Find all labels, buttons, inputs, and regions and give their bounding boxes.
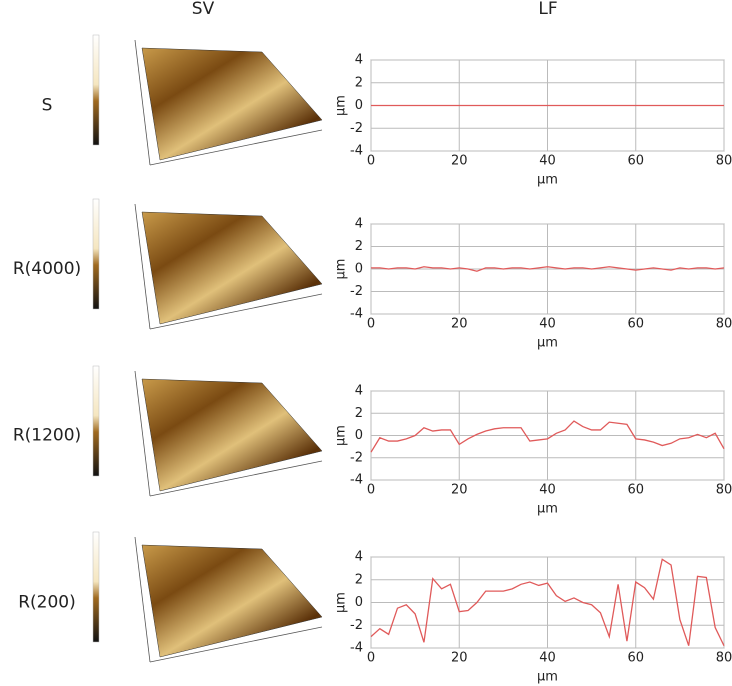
y-axis-label: μm — [334, 425, 349, 446]
color-bar — [92, 198, 100, 310]
color-bar — [92, 365, 100, 477]
x-tick-label: 40 — [539, 651, 556, 666]
x-axis-label: μm — [537, 173, 558, 188]
afm-axis — [149, 626, 323, 663]
column-title: SV — [192, 0, 215, 19]
x-tick-label: 20 — [451, 154, 468, 169]
y-tick-label: 4 — [355, 217, 363, 232]
afm-axis — [149, 293, 323, 330]
x-tick-label: 0 — [367, 154, 375, 169]
y-tick-label: -2 — [350, 618, 363, 633]
y-tick-label: 2 — [355, 239, 363, 254]
row-label: S — [42, 96, 53, 116]
afm-surface — [141, 544, 323, 658]
y-tick-label: -2 — [350, 284, 363, 299]
row-label: R(200) — [18, 593, 76, 613]
y-tick-label: 4 — [355, 53, 363, 68]
afm-axis — [134, 203, 151, 330]
x-tick-label: 80 — [716, 154, 732, 169]
afm-axis — [149, 129, 323, 166]
y-tick-label: -4 — [350, 307, 363, 322]
afm-surface — [141, 378, 323, 492]
y-tick-label: 2 — [355, 75, 363, 90]
x-axis-label: μm — [537, 336, 558, 351]
y-tick-label: -4 — [350, 144, 363, 159]
afm-axis — [149, 460, 323, 497]
x-tick-label: 80 — [716, 483, 732, 498]
y-axis-label: μm — [334, 95, 349, 116]
y-tick-label: 4 — [355, 550, 363, 565]
x-tick-label: 40 — [539, 317, 556, 332]
profile-line — [370, 558, 725, 647]
afm-axis — [134, 370, 151, 497]
afm-axis — [134, 536, 151, 663]
y-axis-label: μm — [334, 592, 349, 613]
y-tick-label: 0 — [355, 98, 363, 113]
row-label: R(1200) — [13, 426, 81, 446]
afm-surface — [141, 47, 323, 161]
y-tick-label: 4 — [355, 384, 363, 399]
color-bar — [92, 531, 100, 643]
profile-line — [370, 420, 725, 453]
profile-line — [371, 266, 725, 272]
x-tick-label: 60 — [627, 651, 644, 666]
x-tick-label: 20 — [451, 651, 468, 666]
y-tick-label: -4 — [350, 641, 363, 656]
x-tick-label: 20 — [451, 317, 468, 332]
afm-axis — [134, 39, 151, 166]
x-tick-label: 0 — [367, 651, 375, 666]
x-tick-label: 60 — [627, 483, 644, 498]
x-axis-label: μm — [537, 502, 558, 517]
color-bar — [92, 34, 100, 146]
y-tick-label: -2 — [350, 450, 363, 465]
y-axis-label: μm — [334, 259, 349, 280]
x-tick-label: 80 — [716, 651, 732, 666]
y-tick-label: 0 — [355, 262, 363, 277]
y-tick-label: 0 — [355, 428, 363, 443]
y-tick-label: 2 — [355, 572, 363, 587]
x-axis-label: μm — [537, 670, 558, 685]
y-tick-label: -4 — [350, 473, 363, 488]
x-tick-label: 60 — [627, 317, 644, 332]
x-tick-label: 60 — [627, 154, 644, 169]
column-title: LF — [538, 0, 557, 19]
x-tick-label: 80 — [716, 317, 732, 332]
x-tick-label: 20 — [451, 483, 468, 498]
x-tick-label: 0 — [367, 483, 375, 498]
y-tick-label: -2 — [350, 121, 363, 136]
x-tick-label: 40 — [539, 154, 556, 169]
x-tick-label: 40 — [539, 483, 556, 498]
y-tick-label: 0 — [355, 595, 363, 610]
row-label: R(4000) — [13, 259, 81, 279]
x-tick-label: 0 — [367, 317, 375, 332]
y-tick-label: 2 — [355, 406, 363, 421]
afm-surface — [141, 211, 323, 325]
